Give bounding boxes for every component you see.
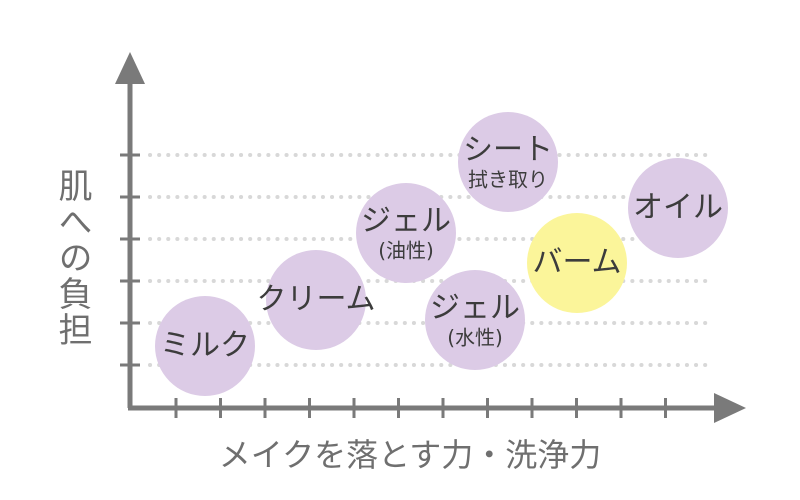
bubble-gel-oil: [356, 183, 456, 283]
bubble-gel-water: [425, 270, 525, 370]
bubble-subtitle: (油性): [378, 237, 434, 262]
bubbles: [155, 112, 728, 396]
bubble-label-milk: ミルク: [160, 327, 250, 364]
x-axis-label: メイクを落とす力・洗浄力: [218, 436, 602, 474]
bubble-label-gel-water: ジェル (水性): [430, 291, 520, 349]
axis-ticks: [120, 153, 667, 418]
bubble-title: オイル: [633, 189, 723, 225]
y-axis-arrowhead: [115, 52, 145, 84]
bubble-title: ジェル: [430, 290, 520, 326]
bubble-balm: [527, 213, 627, 313]
bubble-title: クリーム: [256, 281, 376, 317]
bubble-oil: [628, 158, 728, 258]
bubble-sheet: [458, 112, 558, 212]
bubble-label-oil: オイル: [633, 189, 723, 226]
bubble-title: ミルク: [160, 327, 250, 363]
bubble-subtitle: (水性): [447, 324, 503, 349]
x-axis-arrowhead: [714, 393, 746, 423]
bubble-title: シート: [463, 132, 553, 168]
bubble-label-sheet: シート 拭き取り: [463, 133, 553, 191]
bubble-label-gel-oil: ジェル (油性): [361, 204, 451, 262]
bubble-label-balm: バーム: [532, 244, 622, 281]
bubble-title: ジェル: [361, 203, 451, 239]
bubble-subtitle: 拭き取り: [468, 166, 548, 191]
bubble-milk: [155, 296, 255, 396]
bubble-title: バーム: [532, 244, 622, 280]
bubble-cream: [266, 250, 366, 350]
y-axis-label: 肌への負担: [52, 168, 92, 348]
bubble-label-cream: クリーム: [256, 281, 376, 318]
